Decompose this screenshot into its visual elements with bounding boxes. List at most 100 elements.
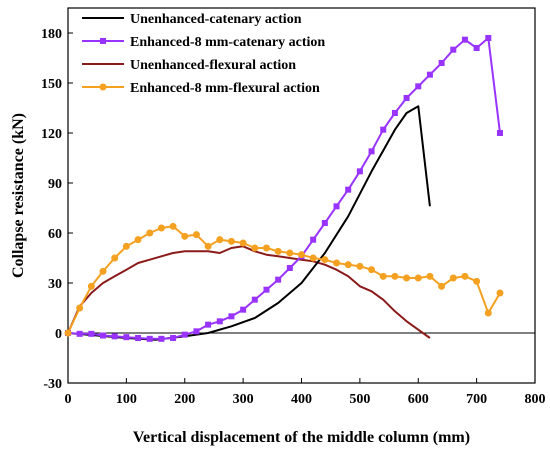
data-point-3 [216, 236, 224, 244]
data-point-3 [356, 262, 364, 270]
data-point-1 [228, 313, 235, 320]
data-point-3 [473, 277, 481, 285]
data-point-3 [333, 259, 341, 267]
data-point-1 [321, 220, 328, 226]
data-point-3 [181, 232, 189, 240]
data-point-1 [135, 335, 142, 341]
data-point-3 [368, 266, 376, 274]
data-point-1 [345, 186, 352, 193]
y-axis-title: Collapse resistance (kN) [10, 113, 27, 278]
data-point-1 [275, 276, 282, 283]
x-tick-label: 200 [174, 392, 195, 407]
y-tick-label: 90 [48, 177, 62, 192]
legend-label-0: Unenhanced-catenary action [130, 12, 302, 27]
data-point-3 [169, 222, 177, 230]
data-point-3 [76, 304, 84, 312]
data-point-3 [87, 282, 95, 290]
data-point-3 [122, 242, 130, 250]
x-axis-title: Vertical displacement of the middle colu… [133, 429, 470, 446]
data-point-1 [286, 265, 293, 271]
legend-label-2: Unenhanced-flexural action [130, 58, 296, 73]
data-point-3 [438, 282, 446, 290]
y-tick-label: -30 [43, 377, 62, 392]
data-point-3 [99, 267, 107, 275]
data-point-3 [391, 272, 399, 280]
data-point-3 [426, 272, 434, 280]
y-tick-label: 0 [55, 327, 62, 342]
data-point-3 [286, 249, 294, 257]
data-point-1 [438, 60, 445, 66]
data-point-3 [414, 274, 422, 282]
x-tick-label: 700 [466, 392, 487, 407]
data-point-3 [251, 244, 259, 252]
x-tick-label: 0 [65, 392, 72, 407]
x-tick-label: 500 [349, 392, 370, 407]
data-point-3 [204, 242, 212, 250]
data-point-3 [111, 254, 119, 262]
y-tick-label: 120 [41, 127, 62, 142]
data-point-1 [450, 46, 457, 53]
data-point-1 [485, 35, 492, 41]
legend-label-1: Enhanced-8 mm-catenary action [130, 35, 325, 50]
data-point-1 [415, 83, 422, 90]
data-point-1 [380, 126, 387, 133]
data-point-3 [379, 272, 387, 280]
legend-marker-3 [99, 83, 107, 91]
x-tick-label: 600 [408, 392, 429, 407]
series-line-2 [67, 245, 431, 339]
data-point-1 [310, 236, 317, 243]
data-point-3 [64, 329, 72, 337]
legend-marker-1 [100, 38, 106, 44]
legend-label-3: Enhanced-8 mm-flexural action [130, 81, 320, 96]
data-point-3 [461, 272, 469, 280]
data-point-3 [239, 239, 247, 247]
data-point-3 [134, 236, 142, 244]
data-point-1 [205, 321, 212, 328]
data-point-1 [146, 335, 153, 342]
data-point-3 [449, 274, 457, 282]
x-tick-label: 100 [116, 392, 137, 407]
data-point-1 [263, 286, 270, 293]
data-point-3 [403, 274, 411, 282]
data-point-3 [321, 256, 329, 264]
data-point-3 [274, 247, 282, 255]
data-point-3 [227, 237, 235, 245]
data-point-3 [496, 289, 504, 297]
data-point-1 [391, 110, 398, 116]
series-line-3 [67, 225, 501, 334]
data-point-1 [181, 331, 188, 338]
data-point-3 [146, 229, 154, 237]
y-tick-label: 150 [41, 77, 62, 92]
data-point-1 [170, 335, 177, 341]
data-point-3 [484, 309, 492, 317]
data-point-1 [100, 332, 107, 339]
data-point-1 [356, 168, 363, 175]
data-point-3 [157, 224, 165, 232]
data-point-3 [262, 244, 270, 252]
data-point-3 [309, 254, 317, 262]
data-point-1 [496, 130, 503, 136]
data-point-1 [158, 335, 165, 342]
data-point-1 [473, 45, 480, 51]
data-point-1 [251, 296, 258, 303]
y-tick-label: 30 [48, 277, 62, 292]
data-point-1 [461, 36, 468, 43]
data-point-1 [333, 203, 340, 210]
data-point-1 [111, 333, 118, 340]
data-point-1 [76, 330, 83, 337]
data-point-3 [344, 261, 352, 269]
x-tick-label: 300 [233, 392, 254, 407]
data-point-1 [368, 148, 375, 155]
x-tick-label: 400 [291, 392, 312, 407]
y-tick-label: 180 [41, 27, 62, 42]
data-point-1 [123, 334, 130, 341]
data-point-3 [192, 231, 200, 239]
data-point-3 [298, 251, 305, 259]
data-point-1 [193, 328, 200, 335]
x-tick-label: 800 [525, 392, 546, 407]
data-point-1 [88, 330, 95, 337]
data-point-1 [240, 306, 247, 313]
data-point-1 [216, 318, 223, 325]
data-point-1 [403, 95, 410, 101]
